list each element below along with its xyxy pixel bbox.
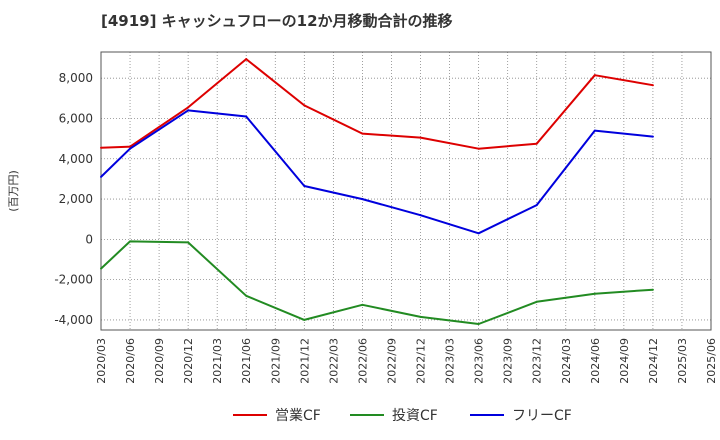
x-tick-label: 2020/09	[153, 338, 166, 384]
legend-label: 投資CF	[392, 408, 438, 424]
data-point	[303, 184, 306, 187]
data-point	[535, 142, 538, 145]
y-tick-label: 8,000	[59, 71, 93, 85]
data-point	[593, 74, 596, 77]
data-point	[187, 109, 190, 112]
x-tick-label: 2022/09	[385, 338, 398, 384]
legend-label: フリーCF	[512, 408, 572, 424]
x-tick-label: 2023/12	[531, 338, 544, 384]
data-point	[477, 232, 480, 235]
data-point	[303, 318, 306, 321]
data-point	[100, 146, 102, 149]
data-point	[245, 294, 248, 297]
x-tick-label: 2022/06	[356, 338, 369, 384]
x-tick-label: 2021/09	[269, 338, 282, 384]
y-tick-label: 2,000	[59, 192, 93, 206]
plot-area	[101, 52, 711, 330]
data-point	[100, 267, 102, 270]
data-point	[129, 147, 132, 150]
x-tick-label: 2024/06	[589, 338, 602, 384]
data-point	[419, 214, 422, 217]
data-point	[651, 84, 654, 87]
data-point	[593, 129, 596, 132]
x-tick-label: 2023/06	[473, 338, 486, 384]
data-point	[535, 300, 538, 303]
data-point	[651, 135, 654, 138]
x-tick-label: 2023/03	[444, 338, 457, 384]
data-point	[361, 198, 364, 201]
x-tick-label: 2022/03	[327, 338, 340, 384]
data-point	[187, 106, 190, 109]
data-point	[129, 240, 132, 243]
data-point	[535, 204, 538, 207]
x-tick-label: 2023/09	[502, 338, 515, 384]
x-tick-label: 2020/03	[95, 338, 108, 384]
data-point	[245, 58, 248, 61]
y-axis-label: (百万円)	[7, 170, 20, 212]
x-tick-label: 2020/12	[182, 338, 195, 384]
data-point	[651, 288, 654, 291]
y-tick-label: 4,000	[59, 152, 93, 166]
x-tick-label: 2025/03	[676, 338, 689, 384]
y-tick-label: -4,000	[54, 313, 93, 327]
data-point	[477, 322, 480, 325]
x-tick-label: 2024/09	[618, 338, 631, 384]
data-point	[303, 104, 306, 107]
data-point	[245, 115, 248, 118]
data-point	[593, 292, 596, 295]
x-tick-label: 2021/06	[240, 338, 253, 384]
data-point	[187, 241, 190, 244]
x-tick-label: 2024/03	[560, 338, 573, 384]
x-tick-label: 2025/06	[705, 338, 718, 384]
data-point	[361, 303, 364, 306]
plot-frame	[100, 51, 712, 331]
legend-label: 営業CF	[275, 408, 321, 424]
x-tick-label: 2024/12	[647, 338, 660, 384]
data-point	[419, 315, 422, 318]
x-tick-label: 2022/12	[415, 338, 428, 384]
y-tick-label: -2,000	[54, 273, 93, 287]
x-tick-label: 2021/03	[211, 338, 224, 384]
data-point	[477, 147, 480, 150]
data-point	[419, 136, 422, 139]
data-point	[100, 175, 102, 178]
data-point	[361, 132, 364, 135]
y-tick-label: 6,000	[59, 111, 93, 125]
chart-title: [4919] キャッシュフローの12か月移動合計の推移	[101, 12, 453, 30]
y-tick-label: 0	[85, 232, 93, 246]
x-tick-label: 2020/06	[124, 338, 137, 384]
x-tick-label: 2021/12	[298, 338, 311, 384]
